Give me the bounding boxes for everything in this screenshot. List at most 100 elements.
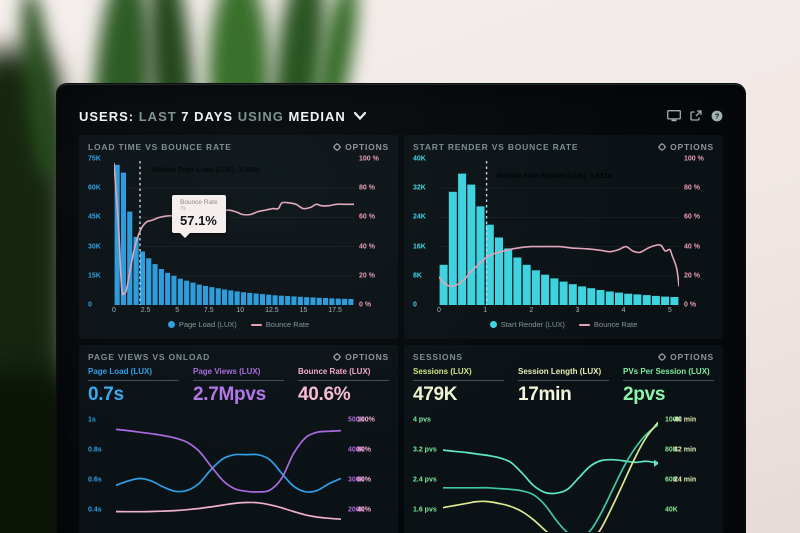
axis-tick-label: 40 min (674, 416, 697, 424)
axis-tick-label: 200K (348, 506, 365, 514)
metric-label: Session Length (LUX) (518, 367, 602, 376)
panel-start-render: START RENDER VS BOUNCE RATE OPTIONS 40K 3… (404, 135, 723, 339)
legend-swatch (167, 321, 175, 328)
axis-tick-label: 500K (348, 416, 365, 424)
axis-tick-label: 60% (357, 476, 372, 484)
options-button[interactable]: OPTIONS (658, 352, 714, 362)
metric-block: Bounce Rate (LUX) 40.6% (298, 367, 389, 406)
y-axis-right: 100K 80K 60K 40K 40 min 32 min 24 min (658, 414, 714, 532)
legend-label: Page Load (LUX) (178, 320, 237, 329)
share-icon[interactable] (690, 110, 702, 122)
metric-value: 17min (518, 384, 572, 405)
chart-start-render: 40K 32K 24K 16K 8K 0 100 % 80 % 60 % 40 % 20 % 0 %… (413, 155, 714, 309)
y-axis-left: 4 pvs 3.2 pvs 2.4 pvs 1.6 pvs (413, 414, 443, 532)
gear-icon (658, 353, 667, 361)
metric-divider (193, 380, 284, 381)
axis-tick-label: 100 % (359, 155, 379, 163)
tooltip-value: 57.1% (180, 213, 217, 228)
title-part: LAST (138, 108, 182, 124)
axis-tick-label: 32 min (674, 446, 697, 454)
date-range-dropdown[interactable]: USERS: LAST 7 DAYS USING MEDIAN (79, 109, 366, 124)
monitor-icon[interactable] (667, 110, 681, 122)
metric-divider (518, 380, 609, 381)
axis-tick-label: 4 pvs (413, 416, 431, 424)
help-icon[interactable]: ? (711, 110, 723, 122)
x-tick-label: 10 (236, 307, 245, 314)
metrics-row: Sessions (LUX) 479K Session Length (LUX) 17… (413, 367, 714, 406)
metric-divider (88, 380, 179, 381)
metric-divider (298, 380, 389, 381)
laptop-screen: USERS: LAST 7 DAYS USING MEDIAN ? (57, 84, 745, 533)
y-axis-right: 100 % 80 % 60 % 40 % 20 % 0 % (354, 155, 389, 309)
options-button[interactable]: OPTIONS (333, 352, 389, 362)
metric-label: PVs Per Session (LUX) (623, 367, 710, 376)
x-tick-label: 2 (529, 307, 534, 314)
metric-block: Session Length (LUX) 17min (518, 367, 609, 406)
legend-item[interactable]: Bounce Rate (250, 320, 310, 329)
metrics-row: Page Load (LUX) 0.7s Page Views (LUX) 2.7Mp… (88, 367, 389, 406)
legend-item[interactable]: Page Load (LUX) (167, 320, 237, 329)
legend-item[interactable]: Start Render (LUX) (489, 320, 565, 329)
panel-page-views: PAGE VIEWS VS ONLOAD OPTIONS Page Load (… (79, 345, 398, 533)
metric-block: Page Load (LUX) 0.7s (88, 367, 179, 406)
metric-value: 479K (413, 384, 458, 405)
axis-tick-label: 0 % (359, 301, 372, 309)
gear-icon (333, 143, 342, 151)
legend-item[interactable]: Bounce Rate (578, 320, 637, 329)
load-time-histogram[interactable] (114, 159, 354, 305)
start-render-histogram[interactable] (439, 159, 679, 305)
y-axis-left: 75K 60K 45K 30K 15K 0 (88, 155, 114, 309)
y-axis-right: 500K 400K 300K 200K 100% 80% 60% 40% (341, 414, 389, 532)
axis-tick-label: 0 (88, 301, 92, 309)
legend-label: Bounce Rate (265, 320, 310, 329)
axis-tick-label: 20 % (684, 272, 700, 280)
axis-tick-label: 8K (413, 272, 422, 280)
axis-tick-label: 40% (357, 506, 372, 514)
metric-value: 2pvs (623, 384, 666, 405)
axis-tick-label: 0.6s (88, 476, 102, 484)
axis-tick-label: 80 % (359, 184, 375, 192)
options-button[interactable]: OPTIONS (333, 142, 389, 152)
axis-tick-label: 30K (88, 243, 101, 251)
axis-tick-label: 80% (357, 446, 372, 454)
chevron-down-icon[interactable] (353, 112, 366, 120)
axis-tick-label: 400K (348, 446, 365, 454)
x-tick-label: 5 (667, 307, 672, 314)
options-button[interactable]: OPTIONS (658, 142, 714, 152)
gear-icon (658, 143, 667, 151)
axis-tick-label: 20 % (359, 272, 375, 280)
dropdown-title-parts: USERS: LAST 7 DAYS USING MEDIAN (79, 109, 346, 124)
metric-block: PVs Per Session (LUX) 2pvs (623, 367, 714, 406)
axis-tick-label: 1s (88, 416, 96, 424)
tooltip-title: Bounce Rate (180, 199, 218, 206)
axis-tick-label: 100K (665, 416, 682, 424)
metric-label: Page Load (LUX) (88, 367, 153, 376)
axis-tick-label: 80K (665, 446, 678, 454)
x-tick-label: 17.5 (328, 307, 342, 314)
metric-value: 2.7Mpvs (193, 384, 266, 405)
axis-tick-label: 0.8s (88, 446, 102, 454)
axis-tick-label: 100 % (684, 155, 704, 163)
axis-tick-label: 3.2 pvs (413, 446, 437, 454)
axis-tick-label: 75K (88, 155, 101, 163)
chart-page-views: 1s 0.8s 0.6s 0.4s 500K 400K 300K 200K 100% 80% 60… (88, 414, 389, 532)
gear-icon (333, 353, 342, 361)
median-annotation: Median Start Render (LUX): 1.031s (497, 173, 612, 180)
tooltip-subtitle: 7s (180, 206, 186, 212)
x-tick-label: 15 (299, 307, 308, 314)
panel-title: PAGE VIEWS VS ONLOAD (88, 352, 211, 362)
page-views-linechart[interactable] (116, 414, 341, 532)
legend-swatch (489, 321, 497, 328)
x-tick-label: 3 (575, 307, 580, 314)
panel-title: START RENDER VS BOUNCE RATE (413, 142, 579, 152)
legend-label: Start Render (LUX) (500, 320, 565, 329)
axis-tick-label: 0 % (684, 301, 697, 309)
axis-tick-label: 0.4s (88, 506, 102, 514)
y-axis-left: 1s 0.8s 0.6s 0.4s (88, 414, 116, 532)
axis-tick-label: 1.6 pvs (413, 506, 437, 514)
axis-tick-label: 80 % (684, 184, 700, 192)
sessions-linechart[interactable] (443, 414, 658, 532)
chart-legend: Start Render (LUX) Bounce Rate (413, 317, 714, 332)
y-axis-left: 40K 32K 24K 16K 8K 0 (413, 156, 439, 309)
axis-tick-label: 40 % (359, 243, 375, 251)
